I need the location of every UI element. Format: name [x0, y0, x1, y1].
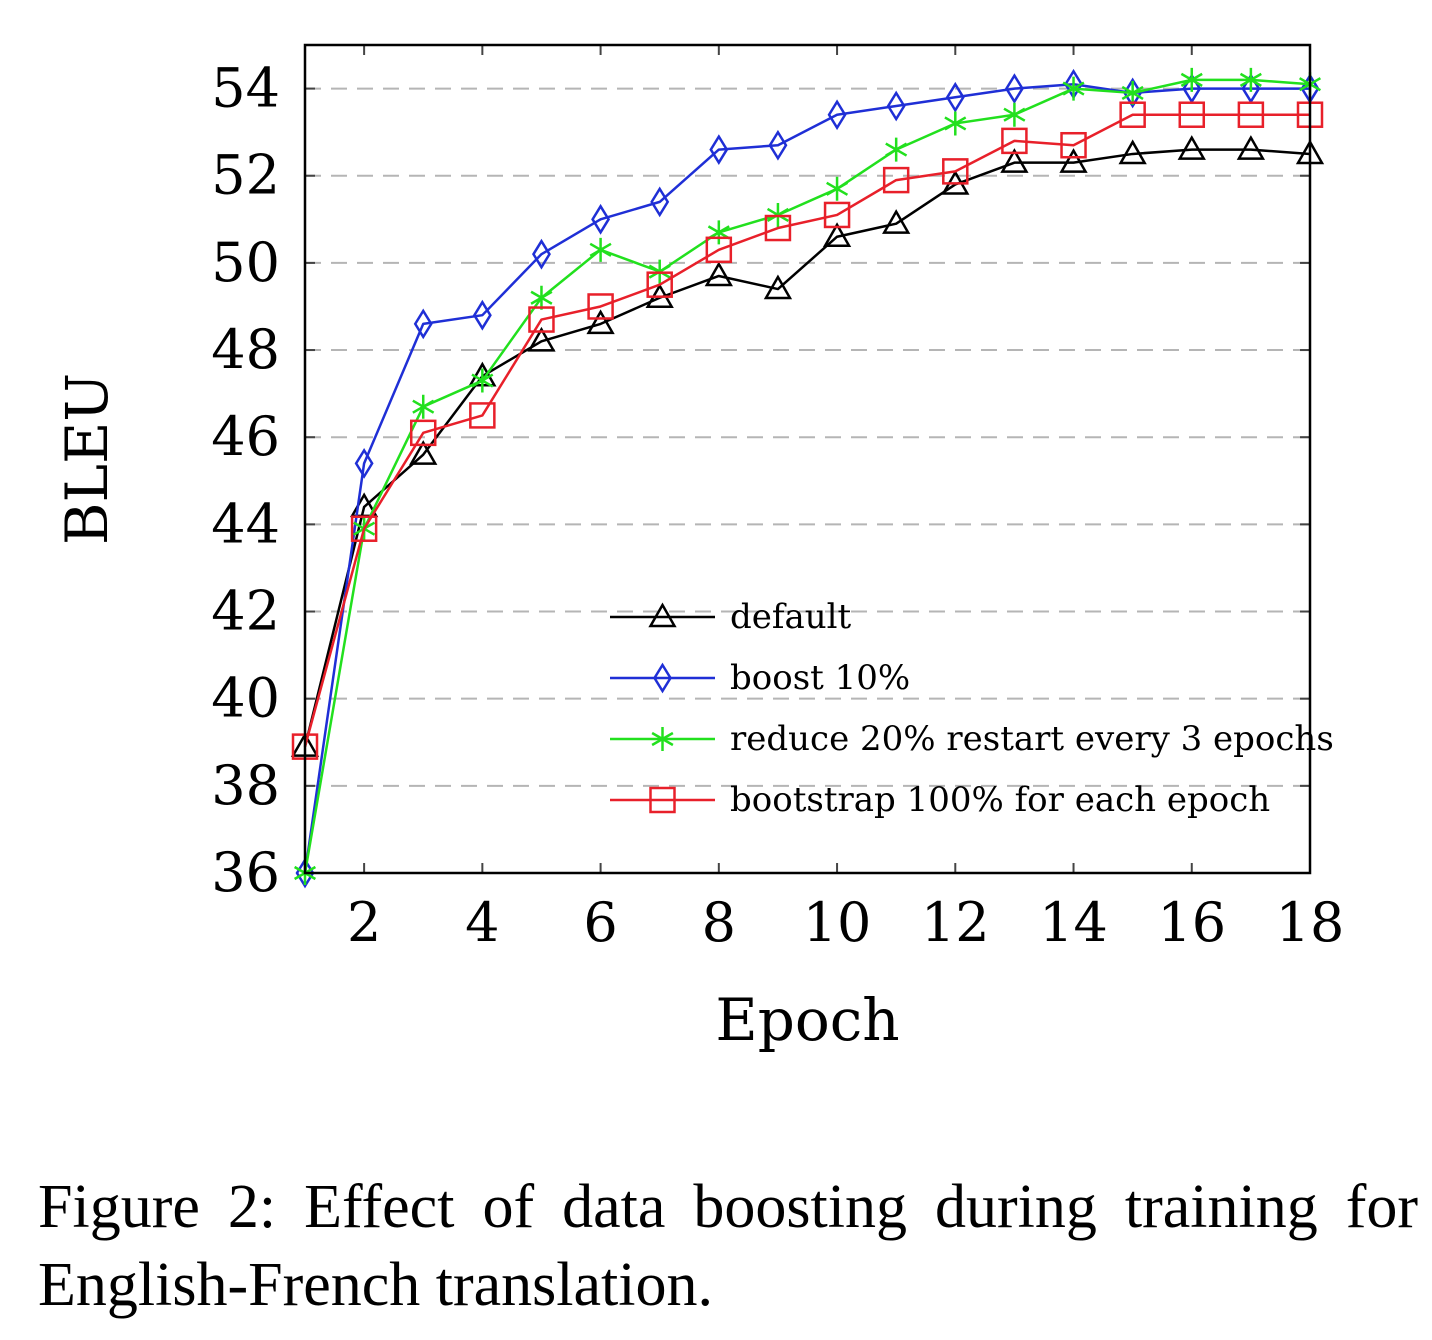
- data-point: [1180, 67, 1203, 92]
- data-point: [409, 419, 437, 447]
- legend: default boost 10% reduce 20% restart every…: [610, 597, 1334, 820]
- data-point: [1177, 135, 1206, 160]
- data-point: [1178, 101, 1206, 128]
- x-axis-title: Epoch: [715, 986, 899, 1054]
- data-point: [704, 261, 733, 287]
- data-point: [942, 158, 969, 185]
- data-point: [1237, 101, 1265, 128]
- data-point: [707, 220, 730, 245]
- y-tick-label: 42: [211, 580, 280, 643]
- series-2: [293, 67, 1322, 885]
- plot-frame: [303, 43, 1312, 875]
- data-point: [471, 368, 494, 393]
- y-tick-label: 48: [211, 318, 280, 381]
- y-tick-label: 40: [211, 667, 280, 730]
- data-point: [1119, 101, 1146, 128]
- data-point: [532, 238, 551, 270]
- x-tick-label: 12: [921, 891, 990, 954]
- data-point: [646, 271, 673, 298]
- data-point: [768, 129, 788, 161]
- legend-marker: [649, 786, 676, 814]
- legend-item: boost 10%: [610, 658, 910, 698]
- data-point: [591, 203, 611, 235]
- data-point: [589, 237, 612, 262]
- data-point: [1236, 135, 1266, 160]
- y-tick-label: 50: [211, 231, 280, 294]
- legend-item: bootstrap 100% for each epoch: [610, 780, 1270, 820]
- legend-label: reduce 20% restart every 3 epochs: [730, 719, 1334, 759]
- series-3: [291, 101, 1324, 760]
- data-point: [705, 236, 733, 264]
- x-tick-label: 2: [347, 891, 381, 954]
- data-point: [354, 447, 374, 479]
- y-tick-label: 44: [211, 492, 280, 555]
- data-point: [709, 134, 729, 165]
- legend-marker: [651, 727, 674, 751]
- grid-lines: [305, 87, 1310, 787]
- data-point: [1000, 148, 1029, 173]
- data-point: [413, 308, 433, 340]
- data-point: [650, 186, 670, 218]
- series-1: [295, 68, 1320, 889]
- data-point: [1003, 102, 1026, 127]
- legend-label: boost 10%: [730, 658, 910, 698]
- series-line: [303, 148, 1311, 747]
- data-point: [528, 306, 555, 333]
- data-point: [822, 222, 852, 247]
- data-point: [1121, 80, 1144, 105]
- y-tick-label: 38: [211, 754, 280, 817]
- legend-marker: [653, 662, 672, 694]
- data-point: [944, 111, 967, 136]
- x-tick-label: 14: [1039, 891, 1108, 954]
- data-point: [1239, 67, 1262, 92]
- x-tick-label: 10: [803, 891, 872, 954]
- data-point: [472, 299, 492, 331]
- data-point: [763, 274, 793, 300]
- series-line: [303, 82, 1310, 874]
- data-point: [350, 515, 378, 542]
- data-point: [469, 402, 496, 429]
- legend-label: default: [730, 597, 852, 637]
- data-point: [886, 90, 906, 122]
- data-point: [587, 293, 614, 320]
- data-point: [882, 166, 910, 194]
- legend-item: reduce 20% restart every 3 epochs: [610, 719, 1334, 759]
- data-point: [885, 137, 908, 162]
- y-tick-label: 52: [211, 144, 280, 207]
- y-axis-title: BLEU: [53, 373, 121, 545]
- data-point: [945, 81, 965, 113]
- data-point: [1118, 139, 1147, 165]
- x-tick-label: 6: [583, 891, 617, 954]
- data-point: [412, 394, 435, 419]
- data-series: [290, 67, 1325, 889]
- y-tick-label: 36: [211, 841, 280, 904]
- y-tick-label: 46: [211, 405, 280, 468]
- x-tick-label: 4: [465, 891, 499, 954]
- data-point: [409, 440, 438, 465]
- x-tick-label: 16: [1157, 891, 1226, 954]
- x-tick-label: 8: [702, 891, 736, 954]
- y-tick-label: 54: [211, 57, 280, 120]
- data-point: [826, 176, 849, 201]
- data-point: [586, 309, 615, 335]
- data-point: [823, 201, 851, 229]
- x-tick-label: 18: [1276, 891, 1345, 954]
- data-point: [527, 326, 556, 352]
- data-point: [530, 285, 553, 310]
- figure-caption: Figure 2: Effect of data boosting during…: [38, 1173, 1418, 1319]
- legend-item: default: [610, 597, 852, 637]
- legend-marker: [648, 602, 677, 628]
- data-point: [1059, 148, 1088, 173]
- legend-label: bootstrap 100% for each epoch: [730, 780, 1270, 820]
- data-point: [882, 209, 911, 234]
- data-point: [1062, 76, 1085, 101]
- data-point: [764, 214, 792, 242]
- data-point: [1060, 131, 1087, 159]
- data-point: [827, 99, 847, 131]
- data-point: [1004, 73, 1024, 104]
- data-point: [1001, 127, 1028, 155]
- series-line: [303, 113, 1310, 747]
